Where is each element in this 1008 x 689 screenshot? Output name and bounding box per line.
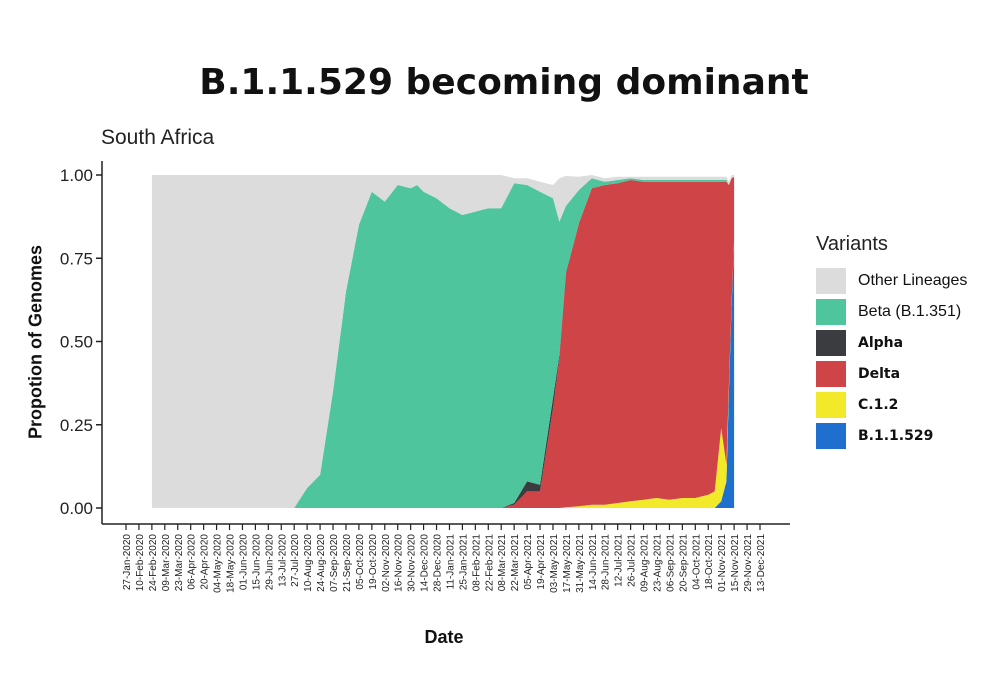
x-tick-label: 22-Feb-2021 (484, 534, 495, 592)
x-tick-label: 29-Nov-2021 (743, 534, 754, 592)
series-area-delta (151, 176, 735, 508)
y-tick-label: 1.00 (60, 166, 93, 185)
x-tick-label: 17-May-2021 (562, 534, 573, 593)
x-tick-label: 27-Jan-2020 (122, 534, 133, 591)
x-tick-label: 19-Oct-2020 (368, 534, 379, 590)
y-axis-label: Propotion of Genomes (25, 244, 46, 440)
legend-swatch (816, 268, 846, 294)
legend-item: Delta (816, 359, 900, 389)
x-tick-label: 30-Nov-2020 (407, 534, 418, 592)
x-tick-label: 13-Dec-2021 (756, 534, 767, 592)
legend-label: Alpha (858, 335, 904, 351)
x-tick-label: 28-Dec-2020 (433, 534, 444, 592)
series-area-other-lineages (151, 175, 735, 508)
x-axis-label: Date (424, 627, 464, 647)
x-tick-label: 26-Jul-2021 (627, 534, 638, 587)
legend-title: Variants (816, 233, 888, 255)
legend-swatch (816, 392, 846, 418)
x-tick-label: 06-Sep-2021 (665, 534, 676, 592)
x-tick-label: 08-Feb-2021 (471, 534, 482, 592)
y-tick-label: 0.50 (60, 333, 93, 352)
x-tick-label: 23-Aug-2021 (652, 534, 663, 592)
x-tick-label: 08-Mar-2021 (497, 534, 508, 592)
x-tick-label: 09-Aug-2021 (640, 534, 651, 592)
legend-item: Other Lineages (816, 266, 967, 296)
x-tick-label: 22-Mar-2021 (510, 534, 521, 592)
legend-swatch (816, 361, 846, 387)
x-tick-label: 31-May-2021 (575, 534, 586, 593)
x-tick-label: 24-Aug-2020 (316, 534, 327, 592)
legend-swatch (816, 299, 846, 325)
x-tick-label: 01-Nov-2021 (717, 534, 728, 592)
x-tick-label: 16-Nov-2020 (394, 534, 405, 592)
legend-label: B.1.1.529 (858, 428, 934, 444)
legend-item: B.1.1.529 (816, 421, 933, 451)
x-tick-label: 23-Mar-2020 (174, 534, 185, 592)
x-tick-label: 13-Jul-2020 (277, 534, 288, 587)
x-tick-label: 03-May-2021 (549, 534, 560, 593)
legend-label: Delta (858, 366, 901, 382)
x-tick-label: 05-Oct-2020 (355, 534, 366, 590)
legend-label: Beta (B.1.351) (858, 303, 962, 320)
x-tick-label: 10-Feb-2020 (135, 534, 146, 592)
x-tick-label: 28-Jun-2021 (601, 534, 612, 591)
x-tick-label: 20-Apr-2020 (200, 534, 211, 590)
x-tick-label: 06-Apr-2020 (187, 534, 198, 590)
x-tick-label: 21-Sep-2020 (342, 534, 353, 592)
x-tick-label: 24-Feb-2020 (148, 534, 159, 592)
chart-title: South Africa (101, 126, 215, 149)
x-tick-label: 05-Apr-2021 (523, 534, 534, 590)
x-tick-label: 04-Oct-2021 (691, 534, 702, 590)
slide-title: B.1.1.529 becoming dominant (199, 62, 809, 103)
x-tick-label: 29-Jun-2020 (264, 534, 275, 591)
legend-item: C.1.2 (816, 390, 898, 420)
x-tick-label: 19-Apr-2021 (536, 534, 547, 590)
legend-swatch (816, 330, 846, 356)
x-tick-label: 10-Aug-2020 (303, 534, 314, 592)
x-tick-label: 02-Nov-2020 (381, 534, 392, 592)
series-area-beta-b-1-351 (151, 176, 735, 508)
x-tick-label: 14-Dec-2020 (420, 534, 431, 592)
x-tick-label: 18-May-2020 (226, 534, 237, 593)
x-tick-label: 20-Sep-2021 (678, 534, 689, 592)
x-tick-label: 15-Nov-2021 (730, 534, 741, 592)
y-tick-label: 0.25 (60, 416, 93, 435)
legend-item: Beta (B.1.351) (816, 297, 961, 327)
x-tick-label: 25-Jan-2021 (458, 534, 469, 591)
x-tick-label: 27-Jul-2020 (290, 534, 301, 587)
x-tick-label: 07-Sep-2020 (329, 534, 340, 592)
y-tick-label: 0.00 (60, 499, 93, 518)
x-tick-label: 09-Mar-2020 (161, 534, 172, 592)
legend-swatch (816, 423, 846, 449)
legend-item: Alpha (816, 328, 903, 358)
x-tick-label: 18-Oct-2021 (704, 534, 715, 590)
x-tick-label: 14-Jun-2021 (588, 534, 599, 591)
x-tick-label: 04-May-2020 (213, 534, 224, 593)
x-tick-label: 01-Jun-2020 (238, 534, 249, 591)
legend-label: C.1.2 (858, 397, 899, 413)
x-tick-label: 12-Jul-2021 (614, 534, 625, 587)
x-tick-label: 11-Jan-2021 (445, 534, 456, 590)
y-tick-label: 0.75 (60, 249, 93, 268)
x-tick-label: 15-Jun-2020 (251, 534, 262, 591)
legend-label: Other Lineages (858, 272, 968, 289)
